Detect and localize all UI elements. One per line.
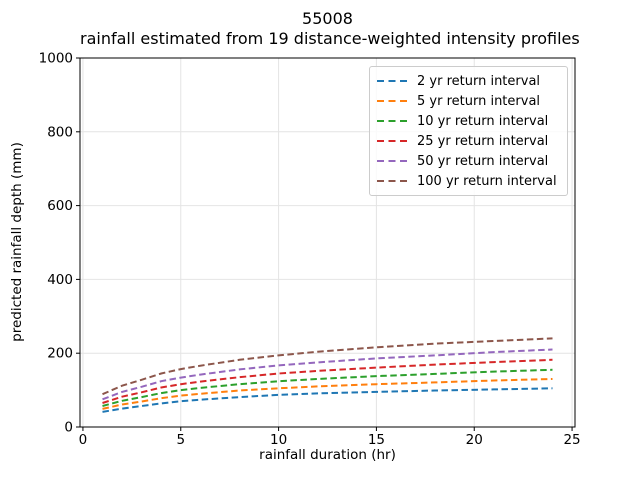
legend-dash-swatch (377, 120, 408, 122)
chart-title: 55008 (302, 9, 353, 28)
legend-dash-swatch (377, 180, 408, 182)
x-tick-label: 10 (270, 432, 287, 448)
x-tick-label: 0 (79, 432, 88, 448)
x-axis-label: rainfall duration (hr) (259, 447, 396, 463)
x-tick-label: 5 (176, 432, 185, 448)
y-axis-label: predicted rainfall depth (mm) (9, 142, 25, 342)
x-tick-label: 25 (563, 432, 580, 448)
y-tick-label: 800 (47, 124, 73, 140)
legend-label: 5 yr return interval (417, 93, 541, 109)
series-line-25yr (102, 358, 553, 404)
legend-dash-swatch (377, 100, 408, 102)
y-tick-label: 0 (64, 420, 73, 436)
legend-label: 10 yr return interval (417, 113, 549, 129)
legend-item-50yr: 50 yr return interval (377, 151, 560, 171)
legend-item-100yr: 100 yr return interval (377, 171, 560, 191)
x-tick-label: 15 (368, 432, 385, 448)
legend-dash-swatch (377, 160, 408, 162)
y-tick-label: 200 (47, 346, 73, 362)
chart-subtitle: rainfall estimated from 19 distance-weig… (80, 28, 580, 48)
legend-item-25yr: 25 yr return interval (377, 131, 560, 151)
legend-dash-swatch (377, 80, 408, 82)
legend-item-5yr: 5 yr return interval (377, 91, 560, 111)
y-tick-label: 400 (47, 272, 73, 288)
chart-title-block: 55008 rainfall estimated from 19 distanc… (80, 9, 580, 48)
series-line-100yr (102, 337, 553, 396)
legend: 2 yr return interval 5 yr return interval… (369, 66, 568, 196)
series-line-50yr (102, 348, 553, 401)
legend-item-2yr: 2 yr return interval (377, 71, 560, 91)
legend-item-10yr: 10 yr return interval (377, 111, 560, 131)
series-line-5yr (102, 378, 553, 410)
y-tick-label: 600 (47, 198, 73, 214)
y-tick-label: 1000 (39, 51, 73, 67)
legend-label: 50 yr return interval (417, 153, 549, 169)
legend-label: 100 yr return interval (417, 173, 557, 189)
legend-label: 2 yr return interval (417, 73, 541, 89)
x-tick-label: 20 (466, 432, 483, 448)
series-line-10yr (102, 368, 553, 407)
axes-spines (79, 57, 576, 428)
series-line-2yr (102, 387, 553, 413)
legend-dash-swatch (377, 140, 408, 142)
legend-label: 25 yr return interval (417, 133, 549, 149)
